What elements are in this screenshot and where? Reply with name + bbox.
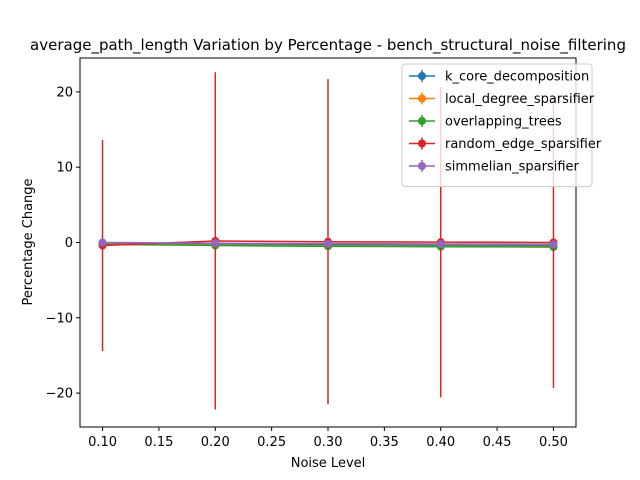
legend-label: random_edge_sparsifier <box>445 137 602 152</box>
legend-item: random_edge_sparsifier <box>409 137 602 152</box>
legend-label: simmelian_sparsifier <box>445 160 580 175</box>
data-point <box>211 239 220 248</box>
legend-item: overlapping_trees <box>409 115 562 130</box>
data-point <box>436 240 445 249</box>
legend-label: overlapping_trees <box>445 115 562 130</box>
x-tick-label: 0.30 <box>314 435 343 450</box>
legend-item: k_core_decomposition <box>409 70 589 85</box>
legend-label: local_degree_sparsifier <box>445 92 595 107</box>
series-simmelian-sparsifier <box>98 238 558 249</box>
y-tick-label: 20 <box>56 85 73 100</box>
data-point <box>98 238 107 247</box>
x-tick-label: 0.15 <box>144 435 173 450</box>
legend-marker <box>418 117 426 125</box>
y-axis: −20 −10 0 10 20 <box>46 85 80 402</box>
y-tick-label: 0 <box>65 236 73 251</box>
legend-marker <box>418 94 426 103</box>
x-tick-label: 0.25 <box>257 435 286 450</box>
x-axis: 0.10 0.15 0.20 0.25 0.30 0.35 0.40 0.45 0.50 <box>88 427 568 450</box>
data-point <box>324 239 332 248</box>
legend-label: k_core_decomposition <box>445 70 589 85</box>
y-axis-label: Percentage Change <box>21 178 36 305</box>
x-tick-label: 0.35 <box>370 435 399 450</box>
legend-marker <box>418 162 426 170</box>
legend-marker <box>418 72 426 80</box>
x-axis-label: Noise Level <box>291 456 366 471</box>
legend: k_core_decomposition local_degree_sparsif… <box>401 63 602 187</box>
x-tick-label: 0.50 <box>539 435 568 450</box>
chart-title: average_path_length Variation by Percent… <box>30 36 626 55</box>
data-point <box>549 240 558 249</box>
legend-marker <box>418 139 426 148</box>
legend-box <box>401 63 593 187</box>
y-tick-label: −10 <box>46 311 73 326</box>
legend-item: simmelian_sparsifier <box>409 160 580 175</box>
x-tick-label: 0.10 <box>88 435 117 450</box>
y-tick-label: 10 <box>56 161 73 176</box>
legend-item: local_degree_sparsifier <box>409 92 595 107</box>
y-tick-label: −20 <box>46 387 73 402</box>
x-tick-label: 0.40 <box>426 435 455 450</box>
x-tick-label: 0.45 <box>483 435 512 450</box>
x-tick-label: 0.20 <box>201 435 230 450</box>
